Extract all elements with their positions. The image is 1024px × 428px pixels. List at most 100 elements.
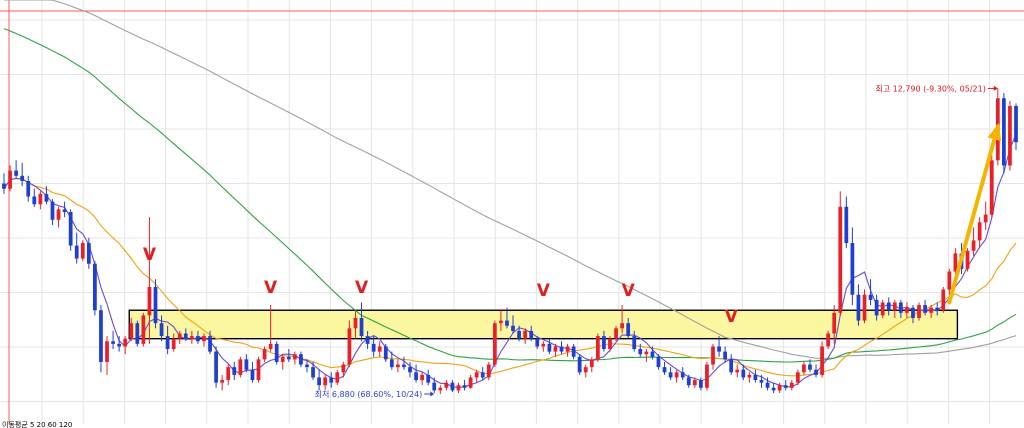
candle-body bbox=[953, 253, 958, 272]
candle-body bbox=[111, 341, 115, 344]
candle-body bbox=[208, 336, 212, 352]
candle bbox=[699, 377, 703, 391]
candle bbox=[771, 382, 776, 393]
candle bbox=[595, 333, 600, 362]
candle bbox=[335, 369, 340, 386]
ma60-line bbox=[3, 28, 1017, 363]
candle-body bbox=[547, 343, 552, 352]
candle bbox=[789, 380, 794, 391]
candle-body bbox=[814, 369, 818, 375]
candle bbox=[832, 305, 837, 344]
candle-body bbox=[426, 374, 431, 383]
candle bbox=[44, 186, 49, 205]
candle bbox=[892, 299, 897, 318]
candle-body bbox=[335, 372, 340, 383]
candle bbox=[620, 305, 624, 334]
candle bbox=[2, 173, 6, 194]
candle bbox=[680, 367, 685, 381]
candle-body bbox=[941, 289, 946, 311]
candle bbox=[783, 380, 788, 391]
candle-body bbox=[389, 359, 394, 368]
low-annotation: 최저 6,880 (68.60%, 10/24) bbox=[315, 389, 423, 399]
candle bbox=[917, 302, 921, 321]
candle-body bbox=[505, 320, 509, 326]
candle-body bbox=[717, 346, 721, 352]
candle-body bbox=[705, 364, 709, 388]
candle-body bbox=[432, 382, 437, 391]
candle bbox=[583, 364, 588, 378]
candle-body bbox=[371, 343, 376, 352]
candle-body bbox=[286, 356, 291, 360]
candle bbox=[474, 369, 479, 383]
candle bbox=[626, 318, 631, 339]
candle bbox=[123, 336, 128, 355]
candle-body bbox=[638, 349, 643, 355]
candle bbox=[759, 374, 764, 388]
candle-body bbox=[44, 193, 49, 202]
candle-body bbox=[692, 380, 697, 386]
candle bbox=[299, 351, 303, 368]
candle-body bbox=[250, 369, 255, 381]
candle-body bbox=[668, 372, 673, 378]
candle-body bbox=[753, 374, 758, 381]
candle-body bbox=[86, 243, 91, 264]
candle bbox=[38, 191, 43, 210]
candle bbox=[862, 289, 867, 324]
v-mark: V bbox=[355, 278, 369, 298]
ma5-line bbox=[3, 134, 1017, 388]
candle bbox=[165, 325, 170, 355]
candle bbox=[280, 354, 285, 370]
candle-body bbox=[402, 364, 406, 368]
candle-body bbox=[820, 346, 824, 375]
candle-body bbox=[238, 359, 243, 375]
candle bbox=[692, 377, 697, 388]
candle-body bbox=[983, 214, 988, 223]
candle-body bbox=[559, 346, 564, 352]
candle bbox=[262, 346, 267, 362]
candle-body bbox=[462, 385, 467, 388]
candle bbox=[729, 354, 734, 375]
candle bbox=[753, 369, 758, 383]
candle-body bbox=[141, 315, 146, 344]
candle bbox=[323, 374, 328, 391]
candle bbox=[359, 302, 364, 342]
candle-body bbox=[711, 346, 715, 365]
trend-arrow-shaft bbox=[947, 124, 1000, 305]
candle bbox=[329, 372, 334, 388]
candle bbox=[111, 330, 115, 350]
candle-body bbox=[38, 193, 43, 205]
candle-body bbox=[923, 305, 927, 313]
candle-body bbox=[123, 338, 128, 347]
candle bbox=[305, 359, 309, 373]
candle-body bbox=[486, 364, 491, 378]
candle-body bbox=[735, 369, 740, 373]
candle-body bbox=[317, 377, 321, 386]
candle-body bbox=[414, 372, 418, 381]
v-mark: V bbox=[537, 281, 551, 301]
candle bbox=[535, 336, 540, 350]
candle bbox=[499, 310, 503, 331]
candle-body bbox=[256, 359, 261, 381]
candle-body bbox=[480, 372, 485, 378]
candle-body bbox=[159, 323, 164, 337]
candle-body bbox=[620, 323, 624, 329]
annotations: 최고 12,790 (-9.30%, 05/21) 최저 6,880 (68.6… bbox=[315, 83, 998, 399]
candle-body bbox=[474, 372, 479, 378]
ma-legend: 이동평균 5 20 60 120 bbox=[2, 420, 72, 428]
candle-body bbox=[741, 369, 746, 378]
candle-body bbox=[965, 250, 970, 269]
candle bbox=[941, 286, 946, 313]
candle bbox=[674, 369, 679, 383]
candle bbox=[650, 346, 655, 360]
candle-body bbox=[650, 351, 655, 357]
candle-body bbox=[177, 333, 182, 339]
candle-body bbox=[383, 346, 388, 360]
low-annotation-arrowhead bbox=[430, 391, 435, 397]
candle bbox=[74, 232, 79, 264]
candle-body bbox=[553, 346, 558, 352]
candle-body bbox=[377, 346, 382, 352]
candle bbox=[14, 160, 18, 179]
candle bbox=[795, 369, 800, 386]
high-annotation-arrowhead bbox=[993, 85, 998, 91]
candle-body bbox=[8, 170, 12, 189]
